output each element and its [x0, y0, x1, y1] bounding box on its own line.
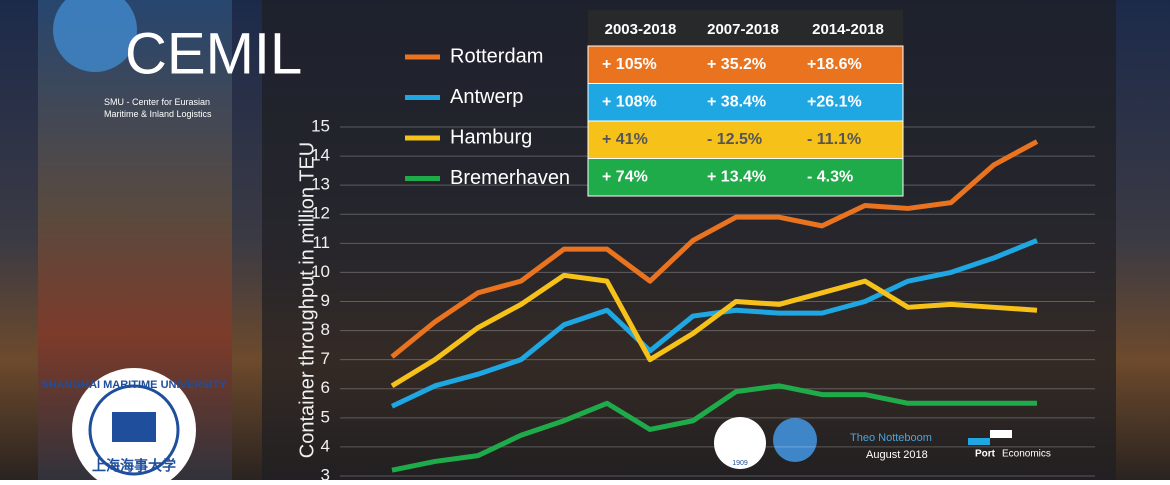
y-tick-label: 15	[311, 116, 330, 135]
y-axis-title: Container throughput in million TEU	[296, 142, 318, 458]
table-cell: + 35.2%	[707, 56, 766, 73]
y-tick-label: 8	[321, 320, 330, 339]
y-tick-label: 14	[311, 146, 330, 165]
legend-label: Rotterdam	[450, 45, 543, 67]
table-cell: + 74%	[602, 169, 648, 186]
legend-label: Bremerhaven	[450, 167, 570, 189]
y-tick-label: 6	[321, 378, 330, 397]
y-tick-label: 13	[311, 175, 330, 194]
y-tick-label: 5	[321, 407, 330, 426]
y-tick-label: 9	[321, 291, 330, 310]
university-name-cn: 上海海事大学	[92, 458, 176, 474]
y-tick-label: 11	[312, 233, 330, 252]
author: Theo Notteboom	[850, 432, 932, 444]
chart: 3 4 5 6 7 8 9 10 11 12 13 14 15 Container throughput …	[296, 10, 1095, 484]
series-line	[390, 238, 1038, 409]
table-row-bg	[587, 120, 904, 159]
logo: CEMIL	[125, 21, 302, 86]
economics-label: Economics	[1002, 449, 1051, 460]
center-name-box: SMU - Center for Eurasian Maritime & Inl…	[104, 97, 212, 119]
date: August 2018	[866, 449, 928, 461]
series-line	[390, 272, 1038, 388]
table-header-bg	[588, 10, 903, 46]
small-globe	[773, 418, 817, 462]
legend-label: Hamburg	[450, 126, 532, 148]
y-tick-label: 4	[321, 436, 330, 455]
port-label: Port	[975, 449, 996, 460]
table-row-bg	[587, 158, 904, 197]
globe-icon	[53, 0, 137, 72]
legend-label: Antwerp	[450, 86, 523, 108]
center-name: SMU - Center for Eurasian Maritime & Inl…	[104, 97, 212, 119]
y-tick-label: 12	[311, 204, 330, 223]
table-header: 2014-2018	[812, 21, 884, 38]
seal-ship	[112, 412, 156, 442]
table-cell: +26.1%	[807, 94, 862, 111]
table-header: 2003-2018	[605, 21, 677, 38]
table-cell: + 105%	[602, 56, 657, 73]
y-tick-label: 10	[311, 262, 330, 281]
y-tick-label: 7	[321, 349, 330, 368]
pe-icon	[990, 430, 1012, 438]
table-cell: + 108%	[602, 94, 657, 111]
table-cell: +18.6%	[807, 56, 862, 73]
series-line	[391, 383, 1037, 473]
table-cell: - 4.3%	[807, 169, 853, 186]
table-row-bg	[587, 45, 904, 84]
university-name: SHANGHAI MARITIME UNIVERSITY	[41, 379, 227, 391]
table-cell: - 11.1%	[807, 131, 861, 148]
table-row-bg	[587, 83, 904, 122]
table-header: 2007-2018	[707, 21, 779, 38]
table-cell: + 13.4%	[707, 169, 766, 186]
table-cell: + 41%	[602, 131, 648, 148]
y-tick-label: 3	[321, 465, 330, 480]
table-cell: - 12.5%	[707, 131, 762, 148]
table-cell: + 38.4%	[707, 94, 766, 111]
small-seal-year: 1909	[732, 460, 748, 467]
small-seal	[714, 417, 766, 469]
series-line	[390, 139, 1039, 359]
pe-icon	[968, 438, 990, 445]
